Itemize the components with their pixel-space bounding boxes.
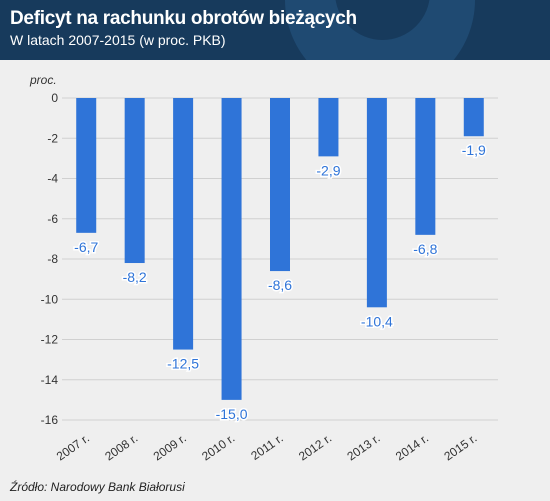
source-note: Źródło: Narodowy Bank Białorusi [10,480,185,494]
bar-value-label: -15,0 [216,406,248,422]
chart-subtitle: W latach 2007-2015 (w proc. PKB) [10,32,226,48]
bar [270,98,290,272]
x-tick-label: 2008 r. [102,431,140,464]
bar-value-label: -12,5 [167,356,199,372]
y-tick-label: -6 [47,212,58,226]
x-tick-label: 2015 r. [441,431,479,464]
bar-value-label: -1,9 [462,142,486,158]
y-tick-label: -4 [47,172,58,186]
bar-value-label: -2,9 [316,162,340,178]
bar-value-label: -6,8 [413,241,437,257]
chart-header: Deficyt na rachunku obrotów bieżących W … [0,0,550,60]
x-tick-label: 2007 r. [54,431,92,464]
y-tick-label: -10 [41,292,59,306]
y-unit-label: proc. [29,73,57,87]
y-tick-label: -2 [47,131,58,145]
y-tick-label: -8 [47,252,58,266]
bar [366,98,387,308]
x-tick-label: 2012 r. [296,431,334,464]
bar-chart: proc. 0 -2 -4 -6 -8 -10 -12 -14 -16 -6,7 2007 r. -8,… [29,73,498,464]
x-tick-label: 2013 r. [345,431,383,464]
bar [124,98,145,264]
bar [463,98,484,137]
y-tick-label: -16 [41,413,59,427]
y-tick-label: -14 [41,373,59,387]
x-tick-label: 2010 r. [199,431,237,464]
bar [76,98,97,233]
bar [415,98,436,235]
x-tick-label: 2011 r. [248,431,285,463]
bar-value-label: -8,2 [123,269,147,285]
bar-value-label: -6,7 [74,239,98,255]
bar [173,98,194,350]
chart-title: Deficyt na rachunku obrotów bieżących [10,8,357,29]
bar [221,98,242,400]
bar [318,98,339,157]
bar-value-label: -10,4 [361,313,393,329]
x-tick-label: 2009 r. [151,431,189,464]
y-tick-label: 0 [51,91,58,105]
bar-value-label: -8,6 [268,277,292,293]
y-tick-label: -12 [41,333,59,347]
x-tick-label: 2014 r. [393,431,431,464]
